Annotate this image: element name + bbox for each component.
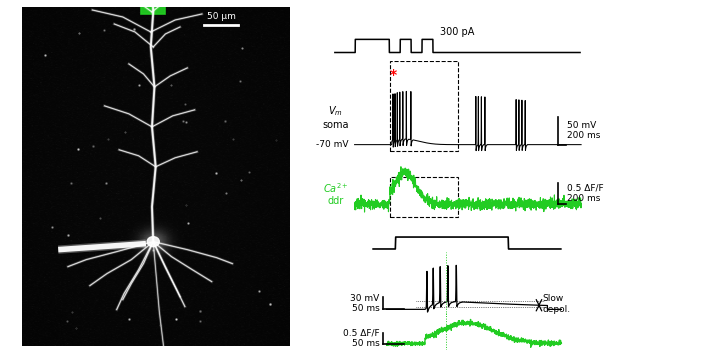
Text: 30 mV
50 ms: 30 mV 50 ms: [350, 294, 379, 313]
Text: 0.5 ΔF/F
50 ms: 0.5 ΔF/F 50 ms: [343, 328, 379, 348]
Text: $V_m$
soma: $V_m$ soma: [322, 104, 349, 130]
Text: 50 mV
200 ms: 50 mV 200 ms: [568, 121, 601, 140]
Text: 300 pA: 300 pA: [440, 27, 475, 37]
Text: 0.5 ΔF/F
200 ms: 0.5 ΔF/F 200 ms: [568, 184, 604, 203]
Text: Slow
depol.: Slow depol.: [542, 294, 571, 314]
Bar: [141, 5, 165, 14]
Bar: [390, 176, 458, 217]
Text: *: *: [390, 68, 397, 82]
Bar: [390, 61, 458, 151]
Circle shape: [147, 237, 159, 247]
Text: 50 μm: 50 μm: [207, 12, 236, 21]
Text: $Ca^{2+}$
ddr: $Ca^{2+}$ ddr: [323, 181, 349, 206]
Text: -70 mV: -70 mV: [316, 140, 348, 149]
